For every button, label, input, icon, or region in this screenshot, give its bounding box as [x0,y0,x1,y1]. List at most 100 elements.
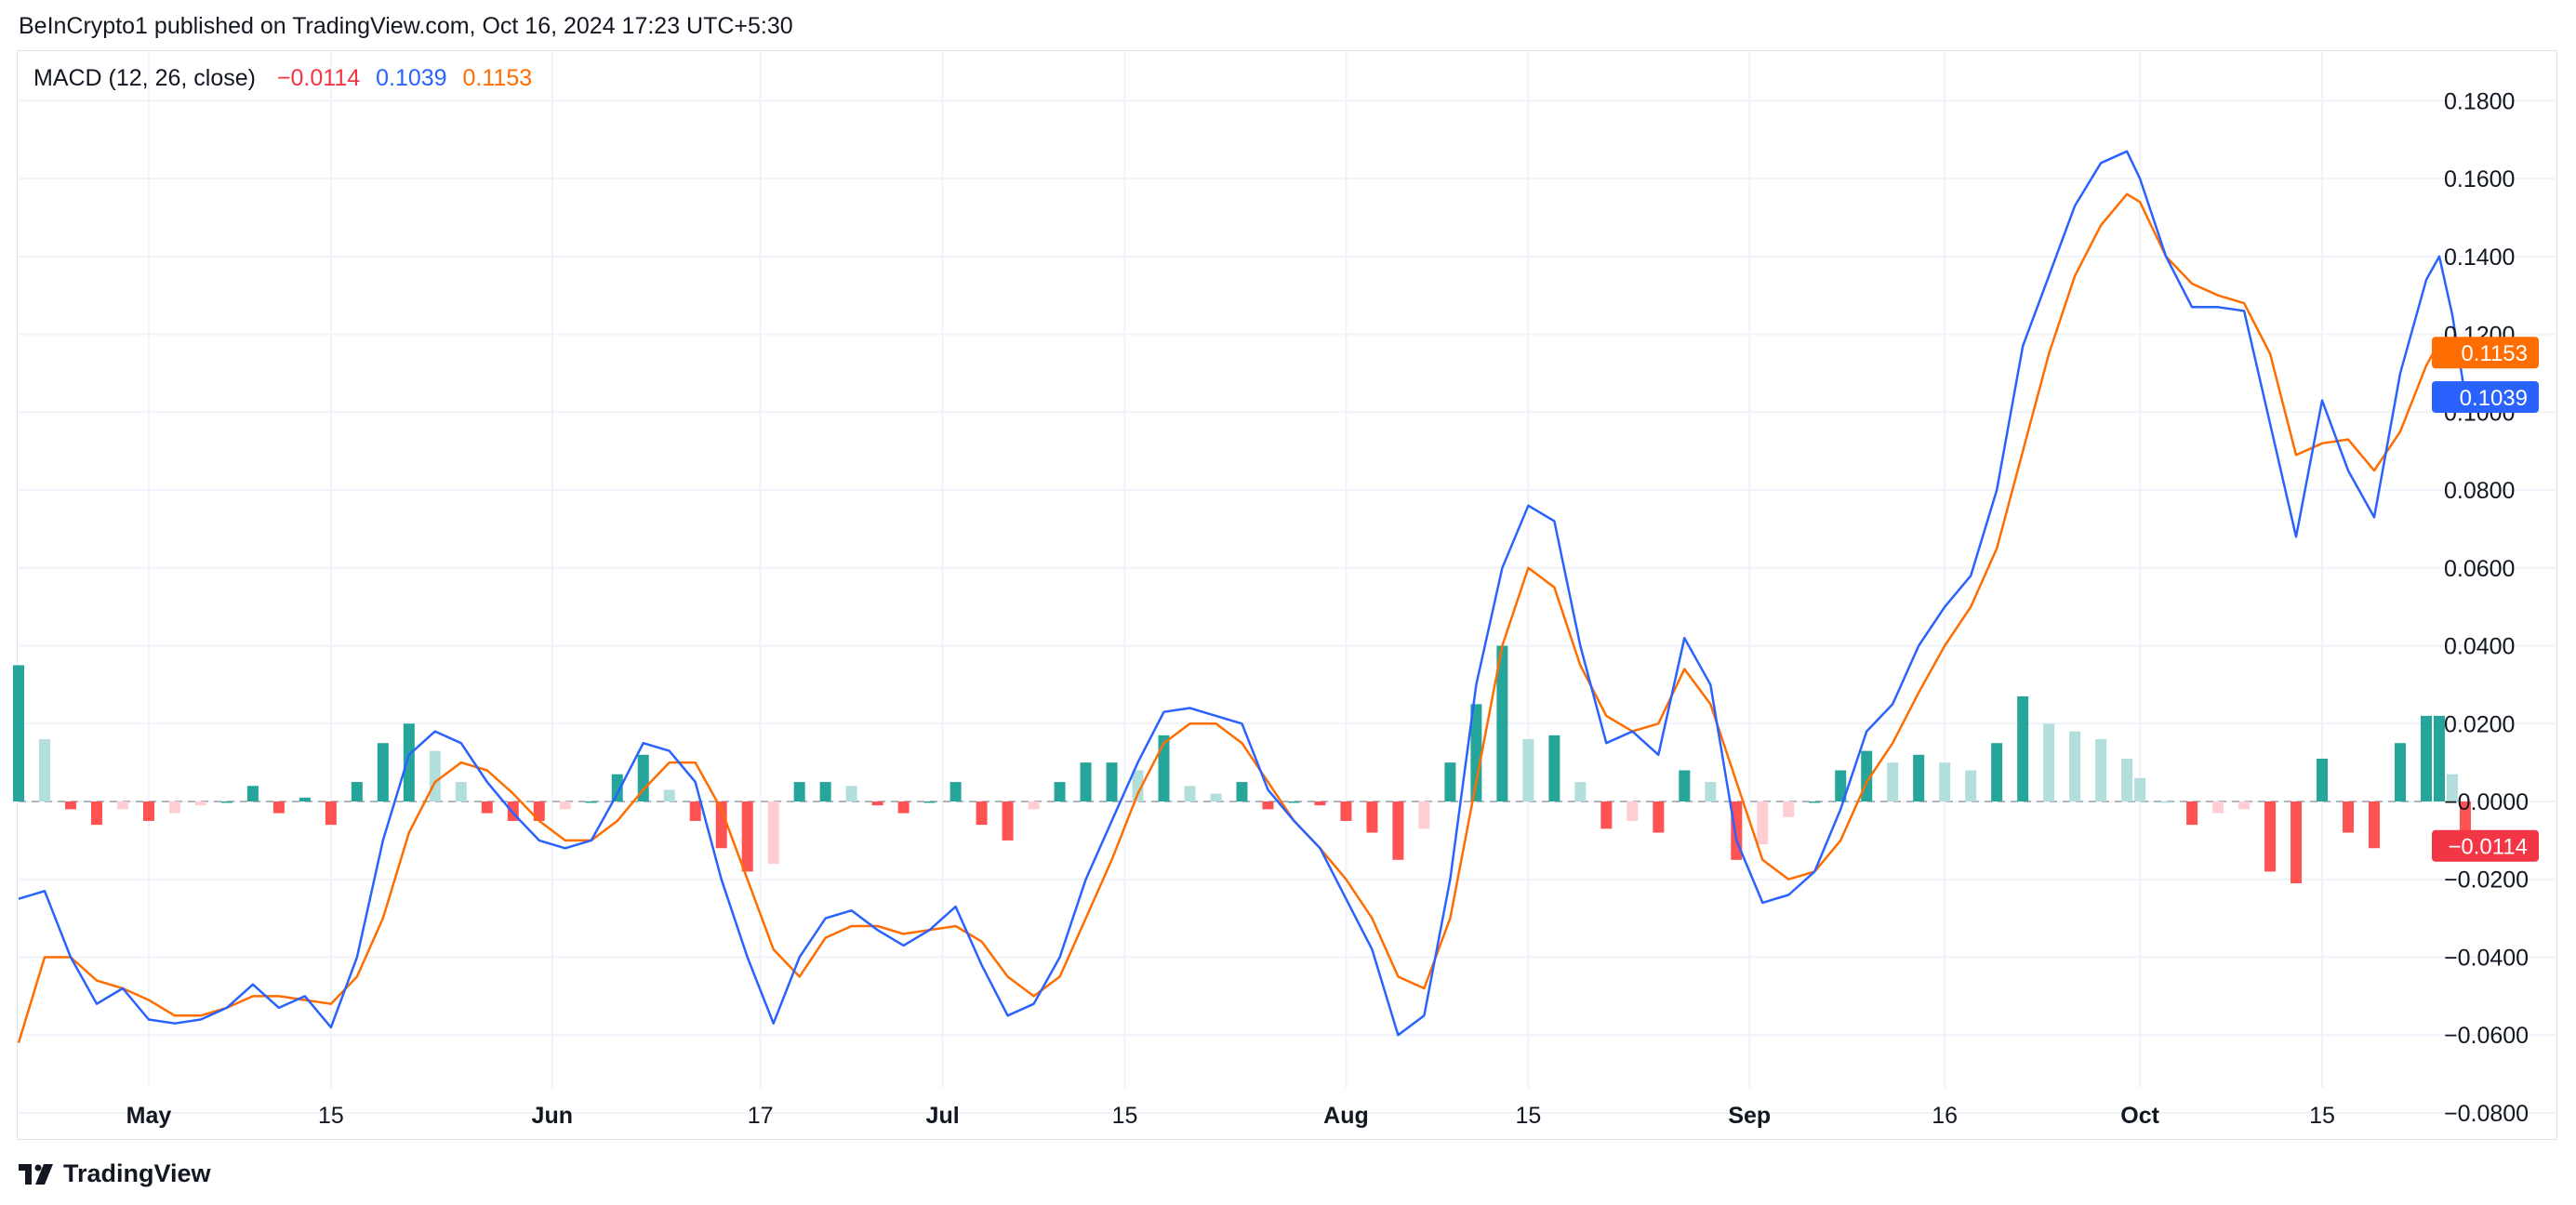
histogram-bar [1158,735,1170,802]
histogram-bar [533,801,545,821]
x-tick-label: Aug [1323,1103,1369,1129]
histogram-bar [2433,715,2445,802]
histogram-bar [1470,704,1482,802]
histogram-bar [2095,739,2107,802]
histogram-bar [1991,743,2003,802]
histogram-bar [64,801,76,810]
histogram-bar [246,786,259,802]
histogram-bar [976,801,988,826]
histogram-bar [2343,801,2355,833]
price-tags: 0.1153 0.1039 −0.0114 [2432,337,2539,862]
histogram-bar [220,801,232,803]
y-tick-label: 0.1400 [2444,245,2515,271]
x-tick-label: 15 [2309,1103,2335,1129]
x-axis: May 15 Jun 17 Jul 15 Aug 15 Sep 16 Oct 15 [126,1103,2335,1129]
histogram-bar [1887,762,1899,802]
x-tick-label: 16 [1932,1103,1958,1129]
histogram-bar [2446,774,2458,802]
histogram-bar [142,801,154,821]
histogram-bar [90,801,102,826]
histogram-bar [2395,743,2407,802]
macd-line [18,150,2467,1037]
histogram-bar [2069,731,2081,802]
histogram-bar [429,750,441,802]
histogram-bar [1913,754,1925,802]
histogram-bar [1496,645,1508,802]
signal-price-tag [2432,337,2539,369]
histogram-bar [923,801,936,803]
y-tick-label: −0.0400 [2444,945,2529,971]
x-tick-label: Jul [926,1103,960,1129]
x-tick-label: Oct [2120,1103,2159,1129]
y-tick-label: 0.1600 [2444,166,2515,192]
histogram-bar [2369,801,2381,849]
macd-value: 0.1039 [376,65,447,91]
y-tick-label: −0.0600 [2444,1023,2529,1049]
histogram-bar [1106,762,1118,802]
tradingview-logo-icon [19,1163,53,1185]
histogram-bar [767,801,779,864]
histogram-bar [1522,739,1534,802]
tradingview-brand: TradingView [63,1159,211,1187]
histogram-bar [2043,723,2055,802]
histogram-bar [13,665,24,802]
histogram-bar [2017,695,2029,802]
y-tick-label: 0.0200 [2444,711,2515,737]
histogram-bar [1002,801,1014,841]
histogram-bar [559,801,571,810]
histogram-bar [715,801,727,849]
histogram-bar [1835,770,1847,802]
histogram-bar [168,801,180,814]
histogram-bar [1184,786,1196,802]
histogram-bar [1600,801,1613,829]
histogram-bar [272,801,285,814]
histogram-bar [116,801,128,810]
histogram-bar [663,789,675,802]
histogram-bar [1054,782,1066,802]
x-tick-label: Jun [532,1103,573,1129]
histogram-bar [1288,801,1300,803]
histogram-bar [845,786,857,802]
histogram-bar [1653,801,1665,833]
histogram-bar [1028,801,1040,810]
histogram-bar [585,801,597,803]
macd-price-tag-label: 0.1039 [2460,386,2528,411]
histogram-bar [1340,801,1352,821]
histogram-bar [455,782,467,802]
y-tick-label: 0.0800 [2444,478,2515,504]
signal-line [17,192,2466,1043]
x-tick-label: 17 [748,1103,774,1129]
histogram-bar [351,782,363,802]
histogram-bar [871,801,883,806]
x-tick-label: 15 [1112,1103,1138,1129]
histogram-price-tag-label: −0.0114 [2448,835,2528,860]
x-tick-label: 15 [318,1103,344,1129]
histogram-bar [1939,762,1951,802]
histogram-bar [2121,758,2133,802]
y-tick-label: 0.1800 [2444,88,2515,114]
grid [19,52,2556,1114]
tradingview-footer[interactable]: TradingView [19,1159,211,1188]
indicator-legend[interactable]: MACD (12, 26, close) −0.0114 0.1039 0.11… [33,65,541,92]
histogram-bar [1314,801,1326,806]
histogram-bar [194,801,206,806]
histogram-bar [1236,782,1248,802]
histogram-bar [2160,801,2172,803]
histogram-bar [481,801,493,814]
signal-value: 0.1153 [462,65,533,91]
histogram-bar [1757,801,1769,845]
histogram-bar [2238,801,2251,810]
histogram-bar [2134,777,2146,802]
histogram-bar [1548,735,1560,802]
x-tick-label: May [126,1103,172,1129]
histogram-bar [377,743,389,802]
chart-frame [17,50,2557,1140]
histogram-bar [1080,762,1092,802]
x-tick-label: Sep [1728,1103,1771,1129]
histogram-bar [403,723,415,802]
histogram-bar [637,754,649,802]
histogram-bar [38,739,50,802]
histogram-bar [2186,801,2198,826]
histogram-bar [1783,801,1795,817]
macd-lines [17,150,2467,1043]
